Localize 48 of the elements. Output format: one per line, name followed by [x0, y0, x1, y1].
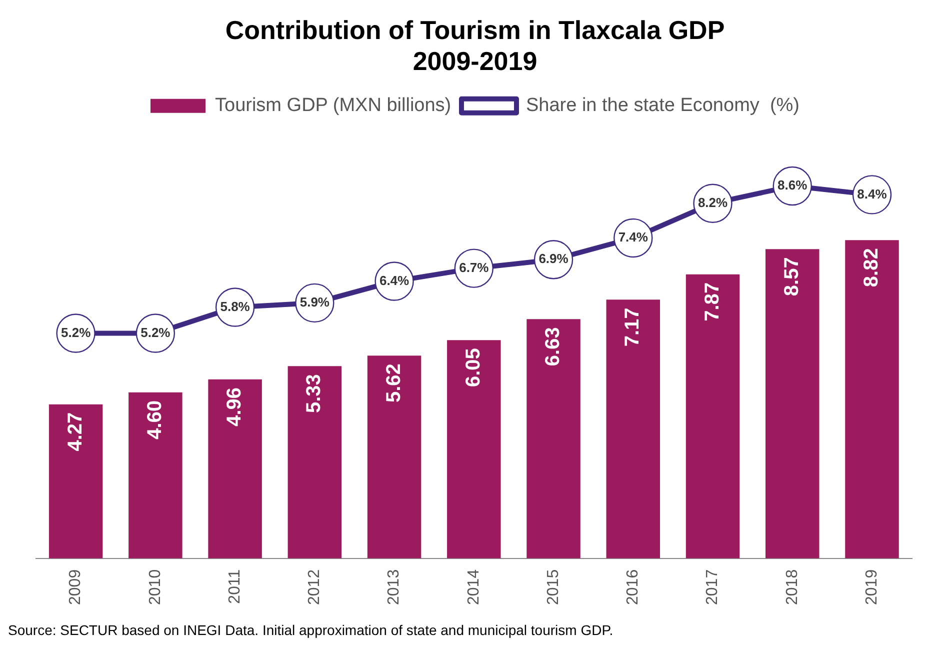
bar — [526, 319, 580, 558]
bar — [766, 249, 820, 558]
x-tick-label: 2009 — [67, 569, 84, 605]
data-label: 8.6% — [778, 178, 808, 193]
data-label: 8.4% — [857, 186, 888, 202]
bar — [288, 366, 342, 558]
bar — [208, 379, 262, 558]
data-label: 5.9% — [300, 294, 330, 310]
x-tick-label: 2010 — [146, 569, 164, 605]
data-label: 6.4% — [379, 272, 410, 288]
x-tick-label: 2013 — [386, 569, 403, 605]
data-label: 4.27 — [64, 412, 86, 452]
legend-label: Tourism GDP (MXN billions) — [215, 95, 452, 116]
data-label: 5.62 — [382, 364, 405, 403]
bar — [447, 340, 501, 558]
x-tick-label: 2019 — [863, 569, 880, 605]
legend-label: Share in the state Economy (%) — [526, 95, 800, 116]
x-tick-label: 2011 — [226, 569, 244, 604]
data-label: 6.7% — [459, 260, 490, 275]
data-label: 5.2% — [140, 324, 171, 340]
data-label: 7.87 — [701, 282, 724, 322]
bar — [367, 356, 422, 558]
bar — [48, 404, 103, 558]
source-note: Source: SECTUR based on INEGI Data. Initial approximation of state and municipal tourism GDP. — [8, 622, 614, 638]
bar — [845, 240, 899, 558]
bar — [606, 300, 660, 558]
data-label: 6.9% — [538, 251, 569, 266]
data-label: 7.4% — [618, 230, 648, 245]
bar — [128, 392, 182, 558]
data-label: 5.33 — [303, 374, 326, 414]
data-label: 6.05 — [462, 348, 484, 388]
data-label: 8.82 — [860, 248, 883, 288]
x-tick-label: 2016 — [624, 569, 642, 605]
x-tick-label: 2018 — [784, 569, 801, 605]
data-label: 5.2% — [60, 324, 92, 340]
bar — [686, 274, 740, 558]
x-tick-label: 2017 — [704, 569, 722, 605]
data-label: 5.8% — [220, 298, 250, 314]
x-tick-label: 2015 — [544, 569, 562, 605]
data-label: 8.57 — [780, 257, 803, 296]
data-label: 4.60 — [144, 400, 166, 440]
x-tick-label: 2014 — [465, 569, 482, 605]
chart-title: Contribution of Tourism in Tlaxcala GDP 2009-2019 — [225, 14, 725, 76]
data-label: 4.96 — [224, 387, 246, 426]
x-tick-label: 2012 — [306, 569, 324, 605]
data-label: 8.2% — [698, 194, 728, 210]
data-label: 6.63 — [542, 327, 564, 366]
data-label: 7.17 — [622, 308, 644, 347]
